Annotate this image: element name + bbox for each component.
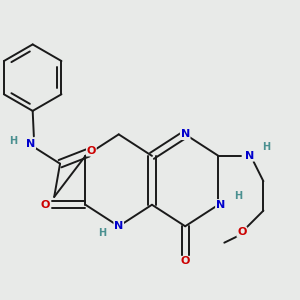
Text: N: N: [181, 129, 190, 140]
Text: O: O: [237, 227, 247, 237]
Text: N: N: [26, 139, 35, 149]
Text: H: H: [262, 142, 270, 152]
Text: H: H: [234, 191, 242, 201]
Text: H: H: [9, 136, 17, 146]
Text: O: O: [40, 200, 50, 210]
Text: O: O: [181, 256, 190, 266]
Text: O: O: [87, 146, 96, 156]
Text: N: N: [245, 151, 254, 161]
Text: H: H: [98, 228, 106, 238]
Text: N: N: [114, 221, 123, 231]
Text: N: N: [216, 200, 225, 210]
